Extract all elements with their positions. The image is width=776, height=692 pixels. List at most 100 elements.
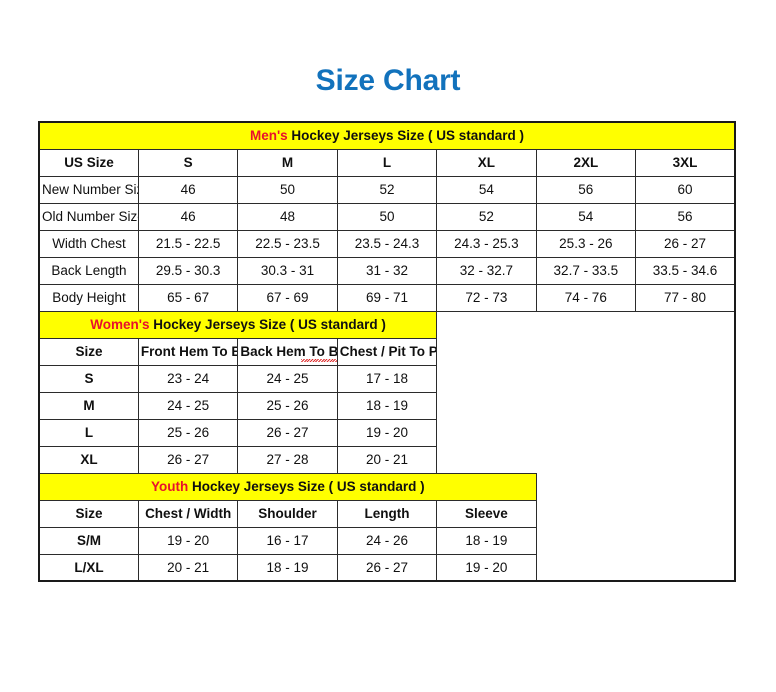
cell-youth-1-0: 20 - 21 [137,553,239,582]
column-header-row-youth: Size Chest / Width Shoulder Length Sleeve [38,499,735,528]
section-banner-text-mens: Hockey Jerseys Size ( US standard ) [287,128,525,144]
table-row: Back Length 29.5 - 30.3 30.3 - 31 31 - 32 32… [38,256,736,285]
cell-womens-3-1: 27 - 28 [237,445,338,474]
cell-mens-1-4: 54 [535,202,637,231]
table-row: L 25 - 26 26 - 27 19 - 20 [38,418,735,447]
section-banner-youth: Youth Hockey Jerseys Size ( US standard … [38,472,537,501]
row-label-womens-2: L [38,418,139,447]
section-banner-text-womens: Hockey Jerseys Size ( US standard ) [149,317,386,332]
cell-mens-3-2: 31 - 32 [336,256,438,285]
row-label-youth-0: S/M [38,526,139,555]
cell-womens-2-0: 25 - 26 [137,418,239,447]
cell-womens-3-0: 26 - 27 [137,445,239,474]
section-banner-row-mens: Men's Hockey Jerseys Size ( US standard … [38,121,736,150]
cell-mens-1-0: 46 [137,202,239,231]
cell-youth-0-1: 16 - 17 [237,526,338,555]
cell-mens-4-5: 77 - 80 [635,283,736,312]
cell-mens-4-0: 65 - 67 [137,283,239,312]
row-label-mens-1: Old Number Size [38,202,139,231]
column-header-womens-1: Front Hem To Bottom [137,337,239,366]
row-label-mens-3: Back Length [38,256,139,285]
column-header-womens-3: Chest / Pit To Pit [336,337,438,366]
cell-mens-4-2: 69 - 71 [336,283,438,312]
cell-womens-3-2: 20 - 21 [336,445,438,474]
cell-mens-3-1: 30.3 - 31 [237,256,338,285]
cell-mens-2-2: 23.5 - 24.3 [336,229,438,258]
cell-mens-0-1: 50 [237,175,338,204]
row-label-mens-2: Width Chest [38,229,139,258]
section-banner-row-womens: Women's Hockey Jerseys Size ( US standar… [38,310,735,339]
section-banner-text-youth: Hockey Jerseys Size ( US standard ) [188,479,425,494]
table-row: Body Height 65 - 67 67 - 69 69 - 71 72 - 73 7… [38,283,736,312]
column-header-mens-1: S [137,148,239,177]
column-header-mens-5: 2XL [535,148,637,177]
cell-youth-1-3: 19 - 20 [436,553,537,582]
row-label-womens-0: S [38,364,139,393]
cell-womens-1-2: 18 - 19 [336,391,438,420]
cell-mens-4-4: 74 - 76 [535,283,637,312]
cell-mens-2-4: 25.3 - 26 [535,229,637,258]
column-header-womens-2: Back Hem To Boottom [237,337,338,366]
table-row: Width Chest 21.5 - 22.5 22.5 - 23.5 23.5 - … [38,229,736,258]
cell-mens-4-1: 67 - 69 [237,283,338,312]
cell-womens-1-1: 25 - 26 [237,391,338,420]
cell-youth-1-1: 18 - 19 [237,553,338,582]
table-row: New Number Size465052545660 [38,175,736,204]
cell-mens-1-1: 48 [237,202,338,231]
cell-mens-2-3: 24.3 - 25.3 [436,229,537,258]
cell-womens-1-0: 24 - 25 [137,391,239,420]
section-banner-row-youth: Youth Hockey Jerseys Size ( US standard … [38,472,735,501]
cell-mens-3-3: 32 - 32.7 [436,256,537,285]
column-header-youth-0: Size [38,499,139,528]
cell-mens-3-4: 32.7 - 33.5 [535,256,637,285]
table-row: XL 26 - 27 27 - 28 20 - 21 [38,445,735,474]
row-label-mens-0: New Number Size [38,175,139,204]
section-banner-accent-youth: Youth [151,479,189,494]
cell-womens-0-2: 17 - 18 [336,364,438,393]
column-header-mens-6: 3XL [635,148,736,177]
section-banner-womens: Women's Hockey Jerseys Size ( US standar… [38,310,438,339]
misspelled-header-text: Back Hem To Boottom [240,344,337,362]
cell-womens-0-1: 24 - 25 [237,364,338,393]
column-header-womens-0: Size [38,337,139,366]
cell-youth-0-0: 19 - 20 [137,526,239,555]
cell-mens-3-0: 29.5 - 30.3 [137,256,239,285]
section-banner-mens: Men's Hockey Jerseys Size ( US standard … [38,121,736,150]
section-banner-accent-womens: Women's [90,317,150,332]
cell-mens-1-2: 50 [336,202,438,231]
column-header-youth-4: Sleeve [436,499,537,528]
cell-mens-0-3: 54 [436,175,537,204]
cell-womens-0-0: 23 - 24 [137,364,239,393]
cell-womens-2-2: 19 - 20 [336,418,438,447]
column-header-row-mens: US Size S M L XL 2XL 3XL [38,148,736,177]
cell-mens-0-5: 60 [635,175,736,204]
page-title: Size Chart [315,64,461,97]
cell-womens-2-1: 26 - 27 [237,418,338,447]
row-label-mens-4: Body Height [38,283,139,312]
section-banner-accent-mens: Men's [249,128,288,144]
cell-mens-0-4: 56 [535,175,637,204]
cell-youth-0-3: 18 - 19 [436,526,537,555]
cell-youth-0-2: 24 - 26 [336,526,438,555]
column-header-mens-3: L [336,148,438,177]
row-label-womens-1: M [38,391,139,420]
cell-youth-1-2: 26 - 27 [336,553,438,582]
column-header-youth-3: Length [336,499,438,528]
cell-mens-0-0: 46 [137,175,239,204]
column-header-mens-0: US Size [38,148,139,177]
cell-mens-2-0: 21.5 - 22.5 [137,229,239,258]
column-header-mens-2: M [237,148,338,177]
cell-mens-3-5: 33.5 - 34.6 [635,256,736,285]
row-label-womens-3: XL [38,445,139,474]
cell-mens-1-5: 56 [635,202,736,231]
table-row: S/M 19 - 20 16 - 17 24 - 26 18 - 19 [38,526,735,555]
cell-mens-2-1: 22.5 - 23.5 [237,229,338,258]
column-header-youth-1: Chest / Width [137,499,239,528]
cell-mens-1-3: 52 [436,202,537,231]
cell-mens-4-3: 72 - 73 [436,283,537,312]
size-chart-table-container: Men's Hockey Jerseys Size ( US standard … [38,121,736,582]
table-row: S 23 - 24 24 - 25 17 - 18 [38,364,735,393]
table-row: L/XL 20 - 21 18 - 19 26 - 27 19 - 20 [38,553,735,582]
table-row: M 24 - 25 25 - 26 18 - 19 [38,391,735,420]
